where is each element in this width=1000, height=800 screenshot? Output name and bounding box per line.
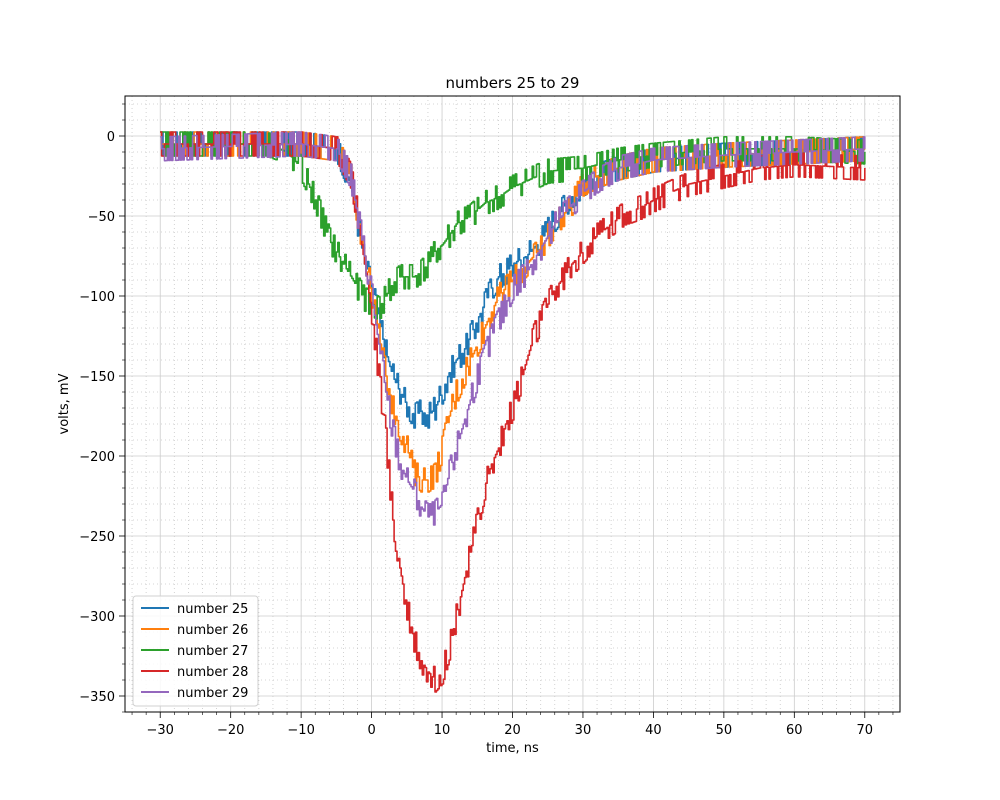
y-axis-label: volts, mV xyxy=(57,373,72,434)
y-tick-label: −200 xyxy=(79,450,115,465)
y-axis-ticks: 0 −50 −100 −150 −200 −250 −300 −350 xyxy=(79,103,125,713)
y-tick-label: 0 xyxy=(107,130,115,145)
x-tick-label: 0 xyxy=(367,723,375,738)
legend-box xyxy=(132,595,259,707)
x-tick-label: 10 xyxy=(434,723,451,738)
x-axis-ticks: −30 −20 −10 0 10 20 30 40 50 60 70 xyxy=(131,712,894,738)
y-tick-label: −100 xyxy=(79,290,115,305)
legend: number 25 number 26 number 27 number 28 numb… xyxy=(132,595,259,707)
minor-gridlines xyxy=(125,96,900,713)
y-tick-label: −150 xyxy=(79,370,115,385)
y-tick-label: −300 xyxy=(79,610,115,625)
y-tick-label: −50 xyxy=(88,210,115,225)
chart-title: numbers 25 to 29 xyxy=(446,74,580,92)
x-tick-label: −10 xyxy=(287,723,314,738)
legend-entry: number 27 xyxy=(177,644,248,659)
x-tick-label: 60 xyxy=(786,723,803,738)
series-layer xyxy=(160,131,866,693)
y-tick-label: −250 xyxy=(79,530,115,545)
legend-entry: number 28 xyxy=(177,665,248,680)
legend-entry: number 29 xyxy=(177,686,248,701)
series-line-number-29 xyxy=(160,131,866,526)
legend-entry: number 26 xyxy=(177,623,248,638)
x-tick-label: −20 xyxy=(217,723,244,738)
x-tick-label: −30 xyxy=(147,723,174,738)
legend-entry: number 25 xyxy=(177,602,248,617)
y-tick-label: −350 xyxy=(79,690,115,705)
x-tick-label: 20 xyxy=(504,723,521,738)
x-axis-label: time, ns xyxy=(486,741,539,756)
x-tick-label: 50 xyxy=(716,723,733,738)
x-tick-label: 30 xyxy=(575,723,592,738)
x-tick-label: 40 xyxy=(645,723,662,738)
x-tick-label: 70 xyxy=(856,723,873,738)
